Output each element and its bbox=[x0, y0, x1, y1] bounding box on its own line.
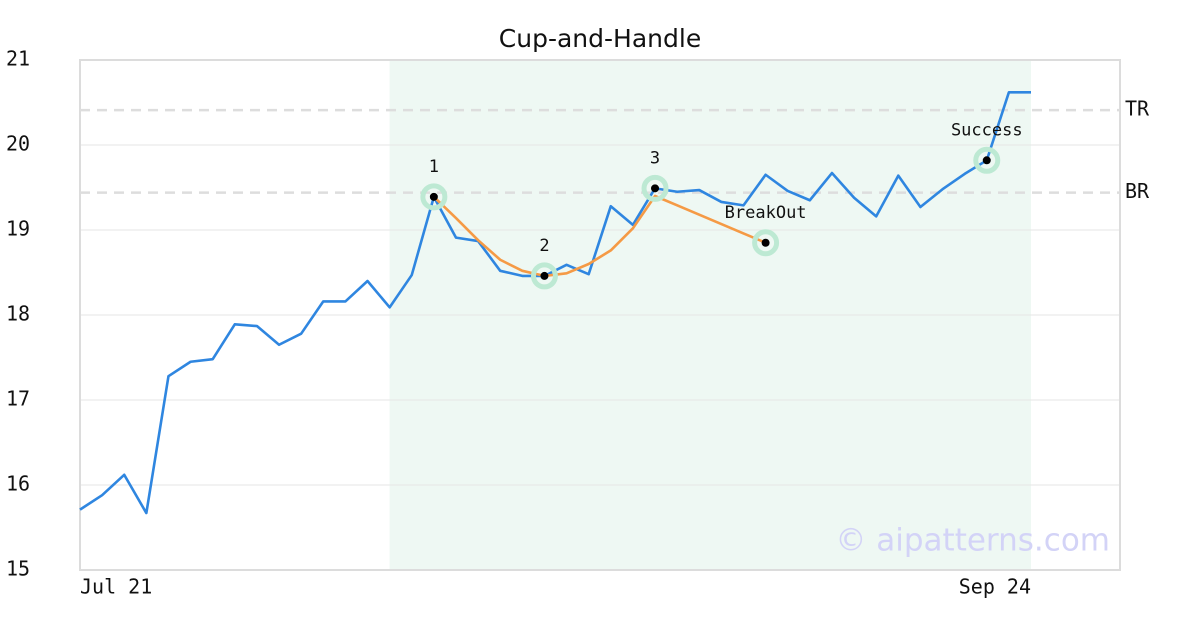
marker-halo bbox=[530, 262, 558, 290]
marker-dot bbox=[761, 238, 770, 247]
series-line bbox=[432, 194, 767, 278]
watermark: © aipatterns.com bbox=[835, 523, 1110, 559]
y-tick-label: 15 bbox=[6, 557, 30, 581]
y-tick-label: 16 bbox=[6, 472, 30, 496]
x-tick-label: Sep 24 bbox=[959, 575, 1031, 599]
marker-label: Success bbox=[951, 120, 1023, 140]
marker-label: 2 bbox=[539, 236, 549, 256]
y-tick-label: 17 bbox=[6, 387, 30, 411]
marker-halo bbox=[420, 183, 448, 211]
marker-dot bbox=[540, 271, 549, 280]
marker-dot bbox=[982, 156, 991, 165]
marker-halo bbox=[752, 229, 780, 257]
marker-dot bbox=[429, 192, 438, 201]
marker-halo bbox=[973, 146, 1001, 174]
marker-label: 1 bbox=[429, 157, 439, 177]
plot-frame bbox=[79, 59, 1121, 571]
y-tick-label: 21 bbox=[6, 47, 30, 71]
marker-label: 3 bbox=[650, 148, 660, 168]
level-label: BR bbox=[1125, 179, 1150, 203]
y-tick-label: 18 bbox=[6, 302, 30, 326]
marker-label: BreakOut bbox=[725, 203, 807, 223]
chart-title: Cup-and-Handle bbox=[499, 24, 701, 53]
x-tick-label: Jul 21 bbox=[80, 575, 152, 599]
level-label: TR bbox=[1125, 97, 1150, 121]
y-tick-label: 19 bbox=[6, 217, 30, 241]
marker-halo bbox=[641, 174, 669, 202]
y-tick-label: 20 bbox=[6, 132, 30, 156]
marker-dot bbox=[651, 184, 660, 193]
